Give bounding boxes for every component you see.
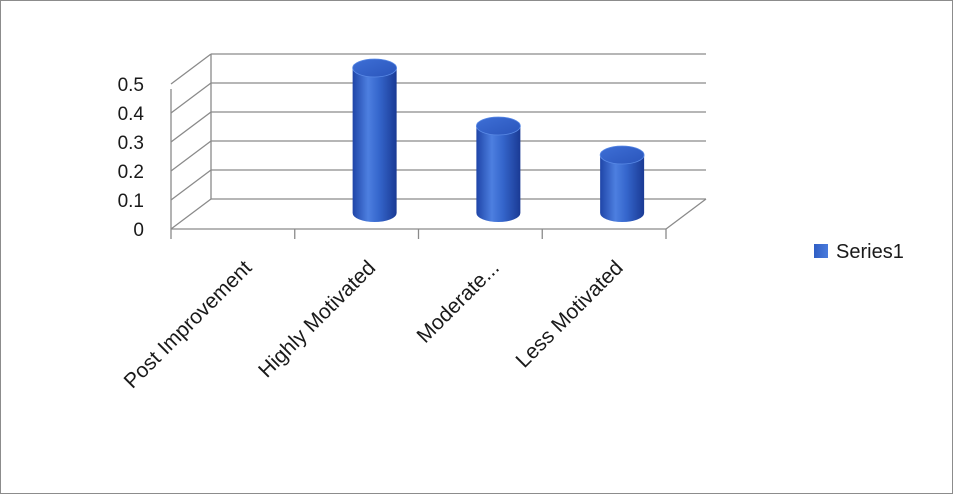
y-tick-label: 0.2	[118, 162, 144, 183]
cylinder-cap	[352, 58, 398, 78]
cylinder-body	[476, 126, 521, 222]
y-tick-label: 0.3	[118, 133, 144, 154]
cylinder-cap	[599, 145, 645, 165]
y-tick-label: 0.5	[118, 75, 144, 96]
x-category-label: Post Improvement	[120, 256, 257, 393]
cylinder-cap	[475, 116, 521, 136]
side-gridline	[170, 198, 212, 230]
bar-moderate-	[475, 116, 521, 222]
bar-highly-motivated	[352, 58, 398, 222]
x-category-label: Highly Motivated	[254, 256, 380, 382]
side-gridline	[170, 82, 212, 114]
side-gridline	[170, 53, 212, 85]
legend-swatch	[814, 244, 828, 258]
y-tick-label: 0.4	[118, 104, 145, 125]
floor-right-edge	[665, 198, 707, 230]
side-gridline	[170, 140, 212, 172]
y-tick-label: 0.1	[118, 191, 144, 212]
legend-label: Series1	[836, 241, 904, 263]
side-gridline	[170, 111, 212, 143]
y-tick-label: 0	[133, 220, 144, 241]
x-category-label: Less Motivated	[512, 256, 628, 372]
cylinder-body	[600, 155, 645, 222]
side-gridline	[170, 169, 212, 201]
x-category-label: Moderate...	[413, 256, 504, 347]
cylinder-body	[352, 68, 397, 222]
bar-less-motivated	[599, 145, 645, 222]
